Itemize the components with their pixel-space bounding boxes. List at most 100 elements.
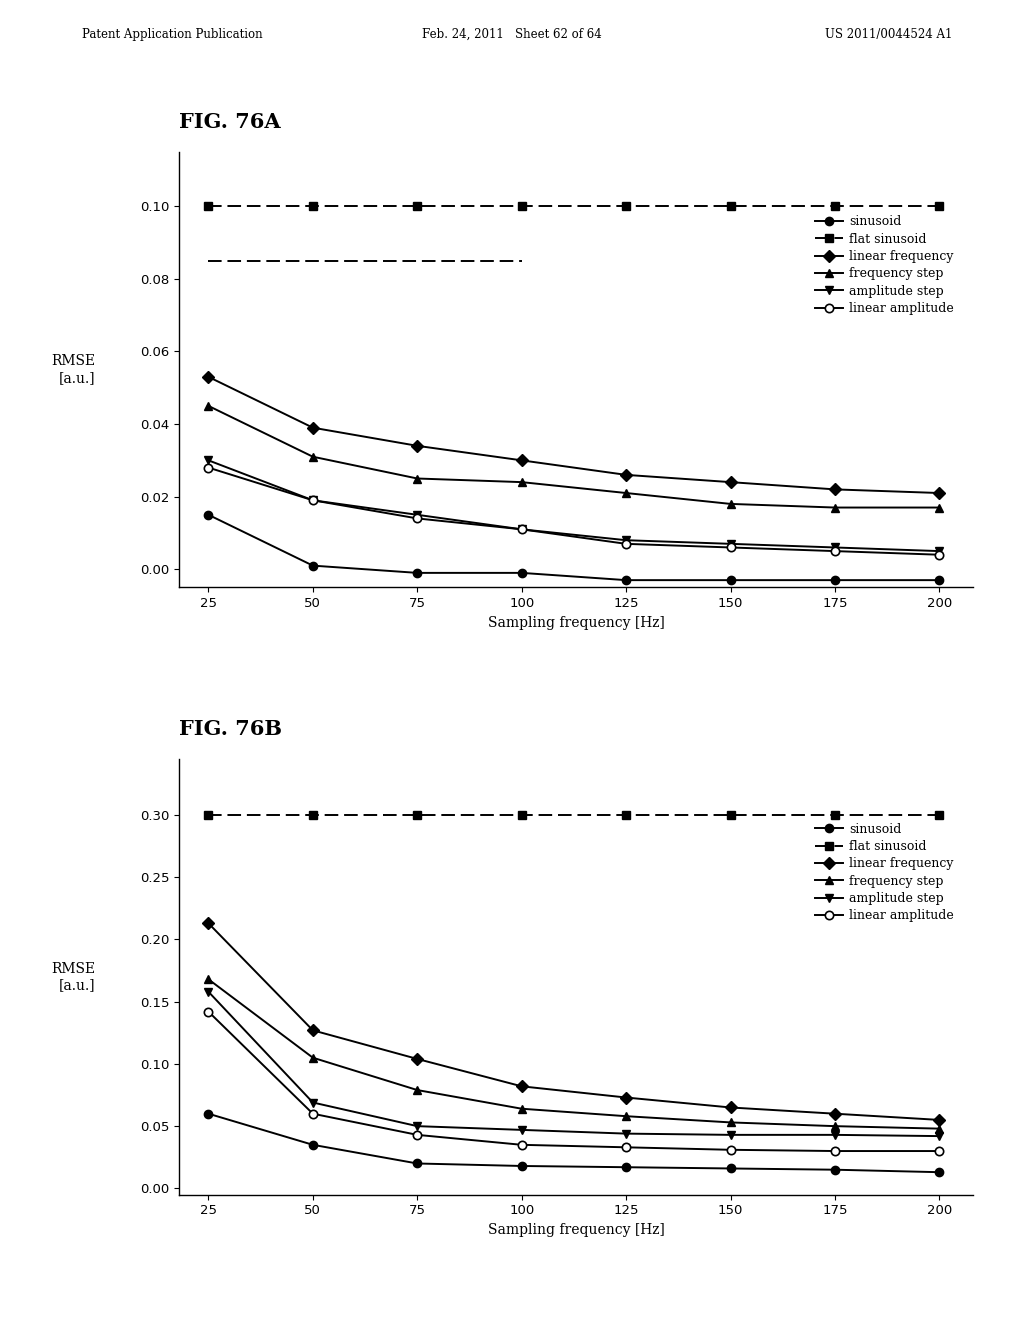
amplitude step [411, 507, 423, 523]
linear amplitude [411, 511, 423, 527]
sinusoid [411, 1155, 423, 1171]
linear frequency [620, 467, 632, 483]
frequency step [411, 471, 423, 487]
linear frequency [515, 453, 527, 469]
linear frequency [828, 482, 841, 498]
amplitude step [620, 532, 632, 548]
linear amplitude [203, 1003, 215, 1019]
linear amplitude [724, 1142, 736, 1158]
amplitude step [203, 983, 215, 999]
frequency step [724, 1114, 736, 1130]
frequency step [515, 474, 527, 490]
linear amplitude [307, 492, 319, 508]
flat sinusoid [724, 807, 736, 822]
linear frequency [411, 438, 423, 454]
Y-axis label: RMSE
[a.u.]: RMSE [a.u.] [51, 355, 95, 384]
amplitude step [620, 1126, 632, 1142]
linear amplitude [203, 459, 215, 475]
Line: sinusoid: sinusoid [204, 511, 943, 585]
linear amplitude [724, 540, 736, 556]
sinusoid [307, 557, 319, 573]
linear frequency [203, 368, 215, 385]
frequency step [203, 972, 215, 987]
Text: Patent Application Publication: Patent Application Publication [82, 28, 262, 41]
flat sinusoid [307, 198, 319, 214]
Line: flat sinusoid: flat sinusoid [204, 810, 943, 820]
frequency step [620, 1109, 632, 1125]
linear frequency [515, 1078, 527, 1094]
Line: amplitude step: amplitude step [204, 457, 943, 556]
linear amplitude [515, 521, 527, 537]
frequency step [828, 499, 841, 515]
flat sinusoid [203, 807, 215, 822]
X-axis label: Sampling frequency [Hz]: Sampling frequency [Hz] [487, 615, 665, 630]
linear frequency [203, 915, 215, 931]
sinusoid [620, 1159, 632, 1175]
frequency step [828, 1118, 841, 1134]
amplitude step [828, 1127, 841, 1143]
sinusoid [411, 565, 423, 581]
frequency step [203, 399, 215, 414]
amplitude step [933, 1129, 945, 1144]
amplitude step [515, 521, 527, 537]
linear amplitude [411, 1127, 423, 1143]
sinusoid [828, 573, 841, 589]
frequency step [933, 499, 945, 515]
flat sinusoid [515, 198, 527, 214]
amplitude step [515, 1122, 527, 1138]
sinusoid [515, 565, 527, 581]
frequency step [724, 496, 736, 512]
sinusoid [620, 573, 632, 589]
amplitude step [307, 1094, 319, 1110]
linear amplitude [515, 1137, 527, 1152]
flat sinusoid [620, 198, 632, 214]
Line: linear frequency: linear frequency [204, 919, 943, 1125]
linear frequency [411, 1051, 423, 1067]
linear frequency [828, 1106, 841, 1122]
sinusoid [933, 1164, 945, 1180]
linear frequency [724, 1100, 736, 1115]
linear amplitude [933, 1143, 945, 1159]
Line: amplitude step: amplitude step [204, 987, 943, 1140]
sinusoid [203, 1106, 215, 1122]
linear frequency [620, 1089, 632, 1105]
amplitude step [411, 1118, 423, 1134]
flat sinusoid [828, 198, 841, 214]
frequency step [411, 1082, 423, 1098]
flat sinusoid [828, 807, 841, 822]
sinusoid [828, 1162, 841, 1177]
linear frequency [933, 1111, 945, 1127]
linear amplitude [620, 1139, 632, 1155]
flat sinusoid [411, 198, 423, 214]
amplitude step [203, 453, 215, 469]
flat sinusoid [203, 198, 215, 214]
Line: sinusoid: sinusoid [204, 1110, 943, 1176]
Line: linear amplitude: linear amplitude [204, 1007, 943, 1155]
amplitude step [724, 536, 736, 552]
Text: FIG. 76B: FIG. 76B [179, 719, 283, 739]
flat sinusoid [933, 198, 945, 214]
amplitude step [933, 544, 945, 560]
sinusoid [515, 1158, 527, 1173]
Legend: sinusoid, flat sinusoid, linear frequency, frequency step, amplitude step, linea: sinusoid, flat sinusoid, linear frequenc… [810, 817, 958, 928]
linear amplitude [828, 544, 841, 560]
flat sinusoid [307, 807, 319, 822]
sinusoid [933, 573, 945, 589]
amplitude step [828, 540, 841, 556]
sinusoid [307, 1137, 319, 1152]
frequency step [933, 1121, 945, 1137]
amplitude step [724, 1127, 736, 1143]
flat sinusoid [724, 198, 736, 214]
sinusoid [203, 507, 215, 523]
amplitude step [307, 492, 319, 508]
linear amplitude [828, 1143, 841, 1159]
flat sinusoid [515, 807, 527, 822]
Text: FIG. 76A: FIG. 76A [179, 112, 281, 132]
linear frequency [307, 1023, 319, 1039]
Line: linear amplitude: linear amplitude [204, 463, 943, 558]
Text: US 2011/0044524 A1: US 2011/0044524 A1 [825, 28, 952, 41]
linear frequency [307, 420, 319, 436]
frequency step [307, 1049, 319, 1065]
Legend: sinusoid, flat sinusoid, linear frequency, frequency step, amplitude step, linea: sinusoid, flat sinusoid, linear frequenc… [810, 210, 958, 321]
Line: frequency step: frequency step [204, 401, 943, 512]
